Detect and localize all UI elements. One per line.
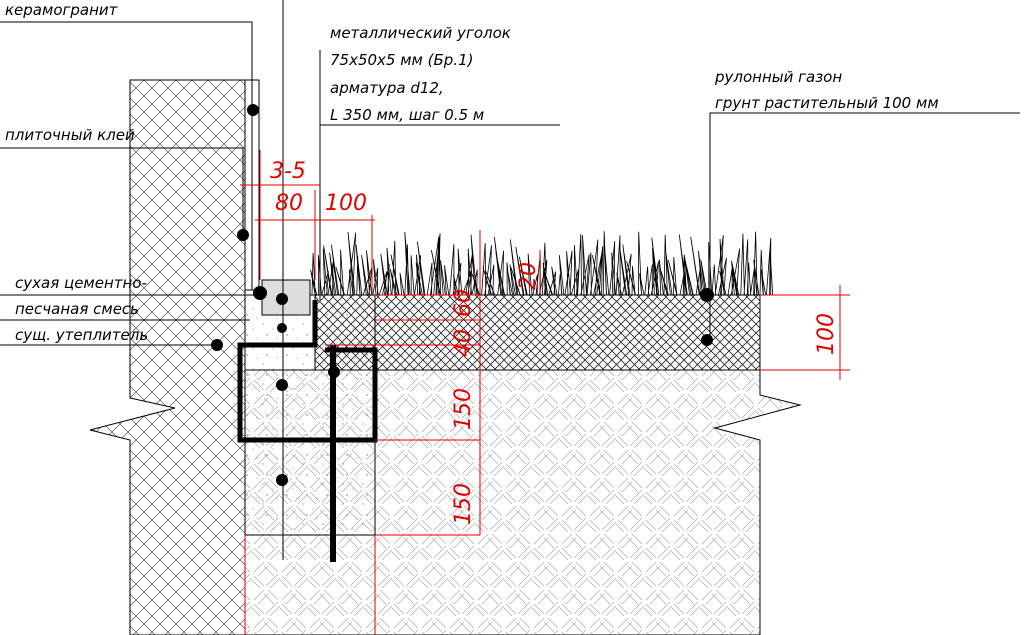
dim-lines bbox=[240, 150, 850, 635]
dimension: 20 bbox=[516, 262, 541, 290]
dimension: 80 bbox=[275, 191, 303, 216]
label: керамогранит bbox=[5, 1, 119, 19]
label: 75х50х5 мм (Бр.1) bbox=[330, 51, 473, 69]
grass bbox=[310, 231, 774, 296]
dimension: 100 bbox=[814, 313, 839, 355]
plant-soil bbox=[314, 294, 761, 371]
dimension: 60 bbox=[451, 289, 476, 317]
label: сущ. утеплитель bbox=[15, 326, 148, 344]
label: плиточный клей bbox=[5, 126, 135, 144]
label: песчаная смесь bbox=[15, 300, 139, 318]
concrete bbox=[244, 294, 376, 536]
steel-angle bbox=[237, 300, 378, 443]
label: сухая цементно- bbox=[15, 274, 147, 292]
label: арматура d12, bbox=[330, 79, 444, 97]
soil bbox=[244, 369, 802, 635]
grass-blades bbox=[310, 231, 774, 296]
leaders bbox=[0, 21, 1020, 346]
dimension: 150 bbox=[451, 388, 476, 430]
label: грунт растительный 100 мм bbox=[715, 94, 939, 112]
dimension: 3-5 bbox=[270, 159, 306, 184]
dimension: 100 bbox=[325, 191, 367, 216]
wall bbox=[89, 79, 246, 635]
dimension: 40 bbox=[451, 329, 476, 357]
dimension: 150 bbox=[451, 483, 476, 525]
label: металлический уголок bbox=[330, 24, 511, 42]
label: рулонный газон bbox=[714, 68, 842, 86]
label: L 350 мм, шаг 0.5 м bbox=[330, 106, 484, 124]
